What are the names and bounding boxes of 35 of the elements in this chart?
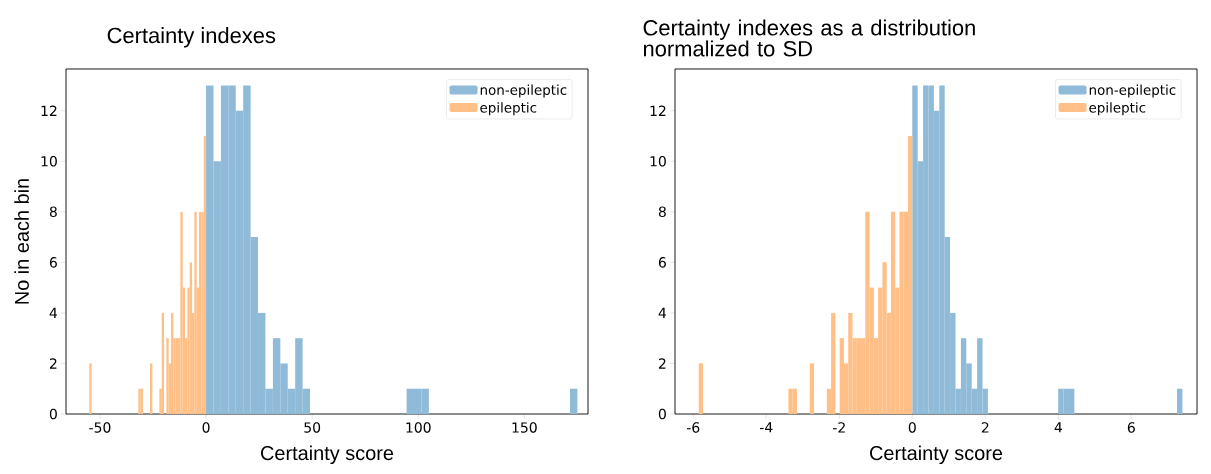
legend-label: epileptic [480,102,537,116]
x-tick-label: -4 [760,422,773,433]
chart-title: Certainty indexes as a distribution normalized to SD [643,19,975,57]
x-tick-label: 0 [202,422,210,433]
x-tick-label: 4 [1054,422,1062,433]
y-tick-label: 4 [49,307,58,318]
y-tick-label: 0 [49,408,57,420]
y-tick-label: 10 [650,155,666,167]
x-tick-label: 2 [981,422,989,433]
legend-label: non-epileptic [480,84,567,98]
y-axis-title: No in each bin [14,179,29,304]
legend-label: non-epileptic [1089,84,1176,98]
y-tick-label: 2 [658,358,666,369]
x-tick-label: -50 [89,422,111,433]
x-tick-label: -2 [833,422,845,433]
x-axis-title: Certainty score [261,445,394,465]
chart-title: Certainty indexes [107,27,276,48]
x-tick-label: -6 [686,422,700,433]
legend-label: epileptic [1089,102,1146,116]
y-tick-label: 8 [658,206,666,218]
x-tick-label: 50 [304,422,321,433]
x-axis-title: Certainty score [870,445,1003,465]
y-tick-label: 2 [49,358,57,369]
x-tick-label: 100 [406,422,431,433]
y-tick-label: 0 [658,408,666,420]
y-tick-label: 12 [650,105,666,116]
x-tick-label: 0 [908,422,916,433]
y-tick-label: 8 [49,206,57,218]
y-tick-label: 12 [41,105,57,116]
y-tick-label: 6 [658,257,666,268]
x-tick-label: 150 [512,422,537,433]
y-tick-label: 10 [41,155,57,167]
y-tick-label: 4 [658,307,667,318]
x-tick-label: 6 [1127,422,1135,433]
y-tick-label: 6 [49,257,57,268]
